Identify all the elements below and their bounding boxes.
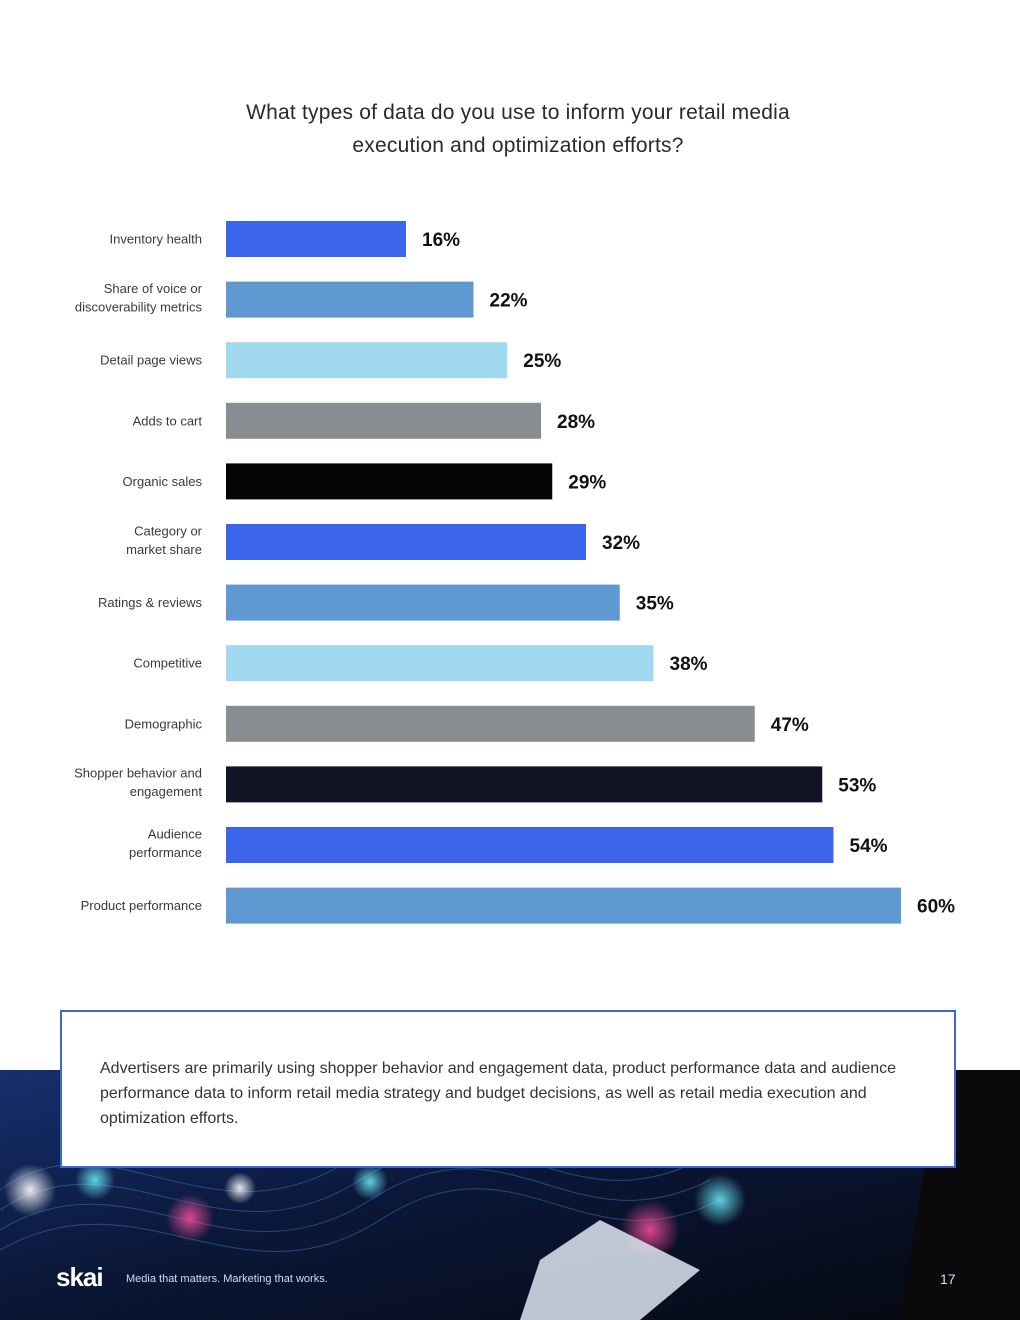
value-label-6: 35% [636, 594, 674, 615]
value-label-4: 29% [568, 472, 606, 493]
category-label-1-line-1: discoverability metrics [75, 299, 203, 314]
value-label-1: 22% [490, 291, 528, 312]
value-label-11: 60% [917, 897, 955, 918]
bar-11 [226, 887, 901, 924]
bar-chart: 16% Inventory health 22% Share of voice or d… [74, 221, 955, 924]
category-label-1-line-0: Share of voice or [104, 281, 203, 296]
value-label-9: 53% [838, 775, 876, 796]
category-label-5-line-1: market share [126, 542, 202, 557]
callout-text: Advertisers are primarily using shopper … [100, 1060, 897, 1127]
bar-4 [226, 463, 553, 500]
category-label-9-line-1: engagement [130, 784, 203, 799]
category-label-8: Demographic [125, 716, 203, 731]
chart-title-line-2: execution and optimization efforts? [352, 134, 684, 157]
category-label-2: Detail page views [100, 353, 202, 368]
value-label-3: 28% [557, 412, 595, 433]
bar-7 [226, 645, 654, 682]
category-label-3: Adds to cart [133, 413, 203, 428]
category-label-5-line-0: Category or [134, 523, 203, 538]
category-label-6: Ratings & reviews [98, 595, 203, 610]
bar-8 [226, 705, 755, 742]
chart-title: What types of data do you use to inform … [0, 96, 1020, 162]
value-label-7: 38% [670, 654, 708, 675]
bar-3 [226, 402, 541, 439]
chart-title-line-1: What types of data do you use to inform … [246, 101, 790, 124]
bar-2 [226, 342, 508, 379]
category-label-11: Product performance [81, 898, 202, 913]
bar-1 [226, 281, 474, 318]
skai-logo: skai [56, 1262, 104, 1292]
value-label-5: 32% [602, 533, 640, 554]
bar-0 [226, 221, 406, 257]
bar-6 [226, 584, 620, 621]
category-label-7: Competitive [133, 656, 202, 671]
value-label-2: 25% [523, 351, 561, 372]
value-label-8: 47% [771, 715, 809, 736]
category-label-9-line-0: Shopper behavior and [74, 766, 202, 781]
footer-tagline: Media that matters. Marketing that works… [126, 1273, 328, 1285]
category-label-10-line-0: Audience [148, 826, 202, 841]
bar-5 [226, 524, 586, 560]
bar-9 [226, 766, 823, 803]
value-label-0: 16% [422, 230, 460, 251]
value-label-10: 54% [850, 836, 888, 857]
bar-10 [226, 827, 834, 863]
callout-box: Advertisers are primarily using shopper … [60, 1010, 956, 1168]
category-label-0: Inventory health [109, 232, 202, 247]
category-label-4: Organic sales [123, 474, 203, 489]
category-label-10-line-1: performance [129, 845, 202, 860]
page-number: 17 [940, 1271, 956, 1287]
